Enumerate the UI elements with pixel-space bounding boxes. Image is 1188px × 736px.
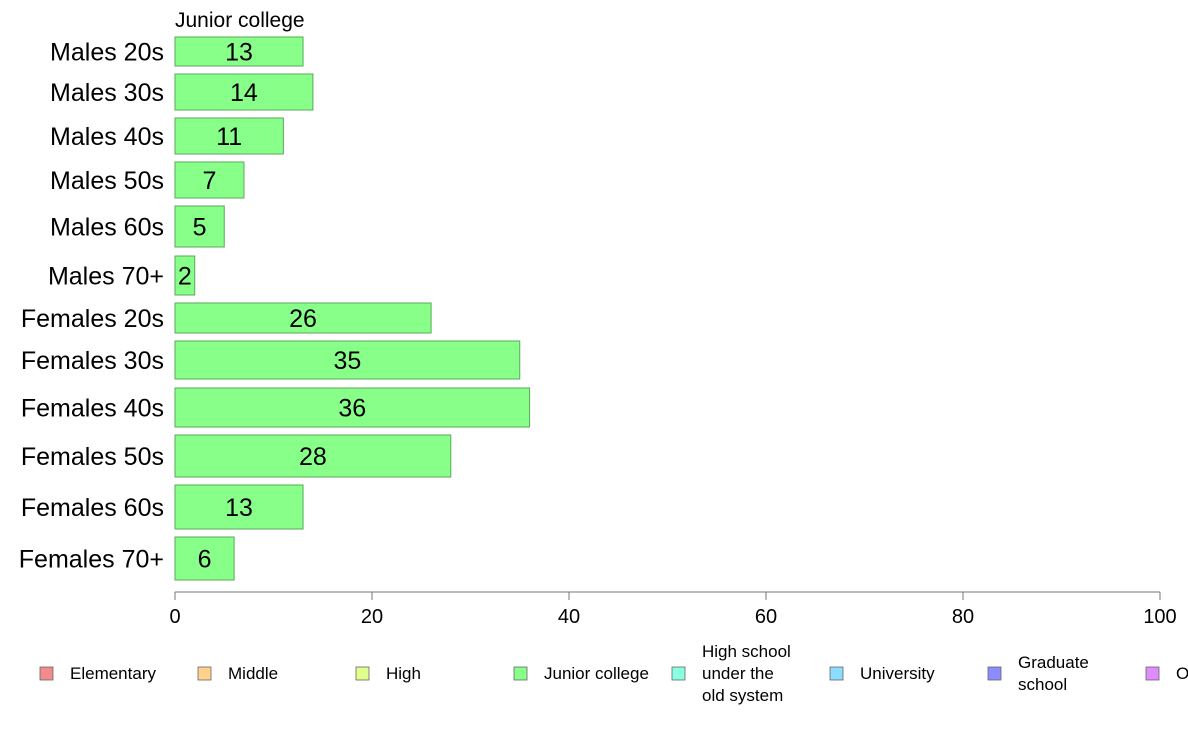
x-tick-label: 60 [755, 606, 777, 628]
legend-label: Junior college [544, 664, 649, 683]
category-label: Males 20s [50, 39, 164, 67]
value-label: 35 [333, 347, 361, 375]
value-label: 11 [216, 123, 242, 151]
legend-swatch [829, 666, 844, 681]
legend-swatch [197, 666, 212, 681]
category-label: Males 70+ [48, 263, 164, 291]
category-label: Males 50s [50, 167, 164, 195]
legend-swatch [39, 666, 54, 681]
value-label: 26 [289, 305, 317, 333]
legend-label: Graduate school [1018, 653, 1089, 694]
x-tick-label: 0 [169, 606, 180, 628]
legend-label: High [386, 664, 421, 683]
value-label: 13 [225, 494, 253, 522]
bar-9 [174, 434, 452, 478]
x-axis: 0 20 40 60 80 100 [169, 591, 1177, 628]
x-tick-label: 20 [361, 606, 383, 628]
legend-swatch [671, 666, 686, 681]
value-label: 36 [338, 395, 366, 423]
category-label: Males 60s [50, 214, 164, 242]
x-tick-label: 100 [1143, 606, 1176, 628]
value-label: 7 [203, 167, 217, 195]
legend-swatch [513, 666, 528, 681]
category-label: Females 40s [21, 395, 164, 423]
bar-2 [174, 117, 284, 155]
value-label: 13 [225, 39, 253, 67]
bar-7 [174, 340, 521, 380]
category-label: Males 30s [50, 79, 164, 107]
x-tick-label: 80 [952, 606, 974, 628]
value-label: 5 [193, 214, 207, 242]
legend: Elementary Middle High Junior college High s… [39, 642, 1188, 705]
category-label: Females 30s [21, 347, 164, 375]
bar-8 [174, 387, 531, 428]
category-label: Females 60s [21, 494, 164, 522]
category-label: Females 20s [21, 305, 164, 333]
bar-6 [174, 302, 432, 334]
legend-label: High school under the old system [702, 642, 791, 705]
legend-label: Middle [228, 664, 278, 683]
panel-title: Junior college [175, 9, 305, 32]
bar-4 [174, 205, 225, 248]
bar-5 [174, 255, 196, 296]
category-label: Females 70+ [19, 546, 164, 574]
legend-label: Elementary [70, 664, 156, 683]
value-label: 14 [230, 79, 258, 107]
value-label: 2 [178, 263, 192, 291]
legend-label: University [860, 664, 935, 683]
bar-10 [174, 484, 304, 530]
legend-swatch [1145, 666, 1160, 681]
category-label: Males 40s [50, 123, 164, 151]
bar-0 [174, 36, 304, 67]
category-label: Females 50s [21, 443, 164, 471]
x-tick-label: 40 [558, 606, 580, 628]
bar-1 [174, 73, 314, 111]
legend-swatch [355, 666, 370, 681]
bar-3 [174, 161, 245, 199]
legend-label: O [1176, 664, 1188, 683]
value-label: 28 [299, 443, 327, 471]
value-label: 6 [198, 546, 212, 574]
bars-group: Males 20s 13 Males 30s 14 Males 40s 11 Males 5… [19, 36, 531, 581]
bar-11 [174, 536, 235, 581]
legend-swatch [987, 666, 1002, 681]
